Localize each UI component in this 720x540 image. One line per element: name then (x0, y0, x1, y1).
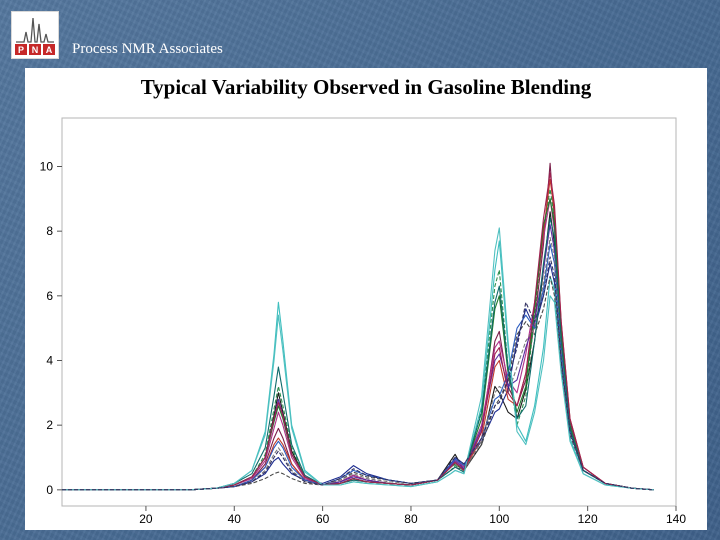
x-tick-label: 100 (489, 512, 509, 526)
y-tick-label: 2 (46, 418, 53, 432)
logo-letter-n: N (32, 45, 39, 55)
company-logo: P N A (11, 11, 59, 59)
y-tick-label: 4 (46, 354, 53, 368)
y-tick-label: 6 (46, 289, 53, 303)
spectrum-series-line (62, 256, 654, 491)
x-tick-label: 60 (316, 512, 330, 526)
spectrum-series-line (62, 188, 654, 491)
x-tick-label: 40 (228, 512, 242, 526)
spectrum-series-line (62, 198, 654, 491)
spectrum-series-line (62, 217, 654, 491)
x-tick-label: 120 (578, 512, 598, 526)
x-tick-label: 80 (404, 512, 418, 526)
y-tick-label: 8 (46, 224, 53, 238)
spectrum-series-line (62, 224, 654, 491)
spectrum-series-line (62, 172, 654, 491)
chart-title: Typical Variability Observed in Gasoline… (140, 75, 592, 99)
company-name: Process NMR Associates (72, 41, 223, 57)
chart-panel: Typical Variability Observed in Gasoline… (25, 68, 707, 530)
x-tick-label: 140 (666, 512, 686, 526)
x-tick-label: 20 (139, 512, 153, 526)
logo-letter-a: A (46, 45, 53, 55)
spectrum-series-line (62, 162, 654, 491)
y-tick-label: 10 (40, 160, 54, 174)
spectrum-series-line (62, 198, 654, 491)
spectrum-series-line (62, 227, 654, 491)
spectrum-series-line (62, 275, 654, 491)
logo-spectrum-icon: P N A (15, 17, 55, 55)
spectrum-series-line (62, 211, 654, 491)
plot-frame (61, 117, 677, 507)
logo-letter-p: P (18, 45, 24, 55)
spectrum-chart: 0 2 4 6 8 10 20 40 60 80 100 120 140 (40, 117, 686, 526)
y-tick-label: 0 (46, 483, 53, 497)
spectrum-series-line (62, 178, 654, 491)
